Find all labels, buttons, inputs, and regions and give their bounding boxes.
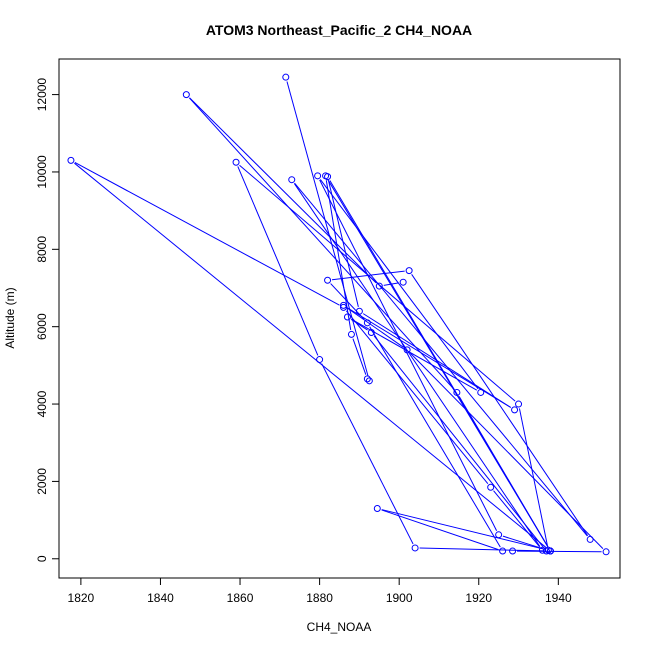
x-tick-label: 1920 <box>465 591 492 605</box>
x-axis-label: CH4_NOAA <box>307 620 372 634</box>
data-point <box>232 158 240 166</box>
series-line-segment <box>493 490 540 548</box>
data-point <box>515 400 523 408</box>
series-line-segment <box>346 307 404 348</box>
data-point <box>316 356 324 364</box>
data-point <box>314 172 322 180</box>
plot-area-frame <box>58 58 621 579</box>
data-point <box>495 531 503 539</box>
series-line-segment <box>502 535 547 551</box>
series-line-segment <box>409 352 604 549</box>
data-point <box>365 377 373 385</box>
y-tick-label: 2000 <box>35 468 49 495</box>
data-point <box>339 301 347 309</box>
data-point <box>355 307 363 315</box>
data-point <box>288 176 296 184</box>
data-point <box>324 276 332 284</box>
data-point <box>602 548 610 556</box>
series-line-segment <box>237 166 319 356</box>
y-tick-label: 12000 <box>35 78 49 112</box>
x-tick-label: 1840 <box>147 591 174 605</box>
series-line-segment <box>419 547 546 552</box>
series-line-segment <box>518 408 548 546</box>
x-tick-label: 1900 <box>386 591 413 605</box>
y-tick-label: 8000 <box>35 236 49 263</box>
series-line-segment <box>188 97 455 390</box>
x-tick-label: 1860 <box>227 591 254 605</box>
data-point <box>343 313 351 321</box>
data-point <box>347 330 355 338</box>
x-tick-label: 1880 <box>306 591 333 605</box>
y-axis-label: Altitude (m) <box>3 287 17 348</box>
chart-title: ATOM3 Northeast_Pacific_2 CH4_NOAA <box>206 22 472 38</box>
series-line-segment <box>294 182 588 537</box>
data-point <box>403 346 411 354</box>
data-point <box>453 388 461 396</box>
data-point <box>477 388 485 396</box>
data-point <box>509 547 517 555</box>
series-line-segment <box>373 335 544 548</box>
series-line-segment <box>319 179 498 531</box>
x-tick-label: 1820 <box>68 591 95 605</box>
data-point <box>282 73 290 81</box>
series-line-segment <box>319 179 479 390</box>
series-line-segment <box>74 162 548 549</box>
data-point <box>546 547 554 555</box>
series-line-segment <box>293 183 541 547</box>
data-point <box>487 483 495 491</box>
series-line-segment <box>352 338 367 375</box>
data-point <box>339 303 347 311</box>
series-line-segment <box>369 326 501 548</box>
data-point <box>538 546 546 554</box>
data-point <box>411 544 419 552</box>
data-point <box>499 547 507 555</box>
series-line-segment <box>381 509 545 550</box>
data-point <box>363 319 371 327</box>
y-axis: 0 2000 4000 6000 8000 10000 12000 <box>35 78 60 562</box>
y-tick-label: 0 <box>35 555 49 562</box>
data-point <box>586 535 594 543</box>
data-point <box>324 173 332 181</box>
series-line-segment <box>351 318 478 391</box>
series-line-segment <box>286 81 369 377</box>
y-tick-label: 4000 <box>35 390 49 417</box>
data-point <box>511 406 519 414</box>
series-line-segment <box>330 283 365 320</box>
series-line-segment <box>321 363 414 545</box>
series-line-segment <box>381 509 499 551</box>
series-line-segment <box>325 180 352 331</box>
series-line-segment <box>189 97 377 284</box>
series-line-segment <box>74 162 340 306</box>
series-line-segment <box>328 180 359 307</box>
data-point <box>375 282 383 290</box>
series-line-segment <box>458 396 549 548</box>
data-series <box>67 73 610 556</box>
y-tick-label: 6000 <box>35 313 49 340</box>
y-tick-label: 10000 <box>35 155 49 189</box>
data-point <box>542 547 550 555</box>
x-tick-label: 1940 <box>545 591 572 605</box>
series-line-segment <box>362 313 512 408</box>
series-line-segment <box>345 310 489 485</box>
data-point <box>399 278 407 286</box>
data-point <box>182 91 190 99</box>
data-point <box>67 156 75 164</box>
x-axis: 1820 1840 1860 1880 1900 1920 1940 <box>68 577 572 605</box>
data-point <box>367 328 375 336</box>
data-point <box>405 267 413 275</box>
data-point <box>373 504 381 512</box>
data-point <box>363 375 371 383</box>
series-line-segment <box>383 282 399 286</box>
series-line-segment <box>411 274 589 536</box>
series-line-segment <box>347 307 511 408</box>
